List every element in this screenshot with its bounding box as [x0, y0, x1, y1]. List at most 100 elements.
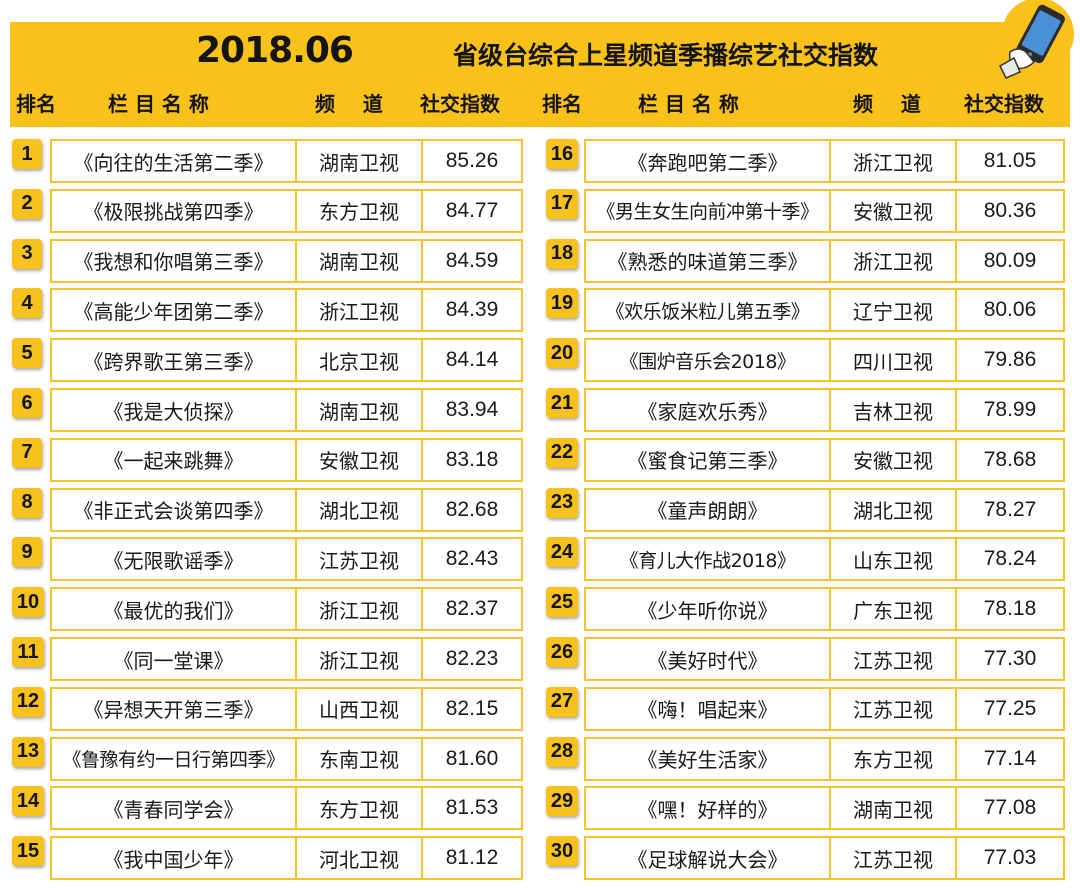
score-cell: 84.77 [421, 188, 523, 233]
score-cell: 82.37 [421, 587, 523, 632]
channel-cell: 安徽卫视 [829, 188, 957, 233]
rank-badge: 6 [12, 388, 42, 418]
rank-badge: 14 [12, 786, 44, 817]
rank-badge: 2 [12, 188, 42, 219]
score-cell: 84.39 [421, 288, 523, 333]
rank-badge: 5 [12, 338, 42, 369]
table-row: 19 《欢乐饭米粒儿第五季》 辽宁卫视 80.06 [0, 288, 1080, 338]
program-name-cell: 《熟悉的味道第三季》 [584, 238, 831, 283]
program-name-cell: 《向往的生活第二季》 [50, 139, 297, 183]
channel-cell: 江苏卫视 [829, 836, 957, 881]
score-cell: 79.86 [955, 338, 1065, 383]
channel-cell: 湖南卫视 [829, 786, 957, 831]
rank-badge: 25 [546, 587, 578, 618]
rank-badge: 24 [546, 537, 578, 568]
table-row: 17 《男生女生向前冲第十季》 安徽卫视 80.36 [0, 188, 1080, 239]
program-name-cell: 《围炉音乐会2018》 [584, 338, 831, 383]
program-name-cell: 《无限歌谣季》 [50, 537, 297, 582]
program-name-cell: 《足球解说大会》 [584, 836, 831, 881]
score-cell: 81.12 [421, 836, 523, 881]
program-name-cell: 《奔跑吧第二季》 [584, 139, 831, 183]
table-row: 21 《家庭欢乐秀》 吉林卫视 78.99 [0, 388, 1080, 438]
table-row: 23 《童声朗朗》 湖北卫视 78.27 [0, 487, 1080, 538]
rank-badge: 7 [12, 437, 42, 468]
channel-cell: 四川卫视 [829, 338, 957, 383]
report-date: 2018.06 [196, 30, 354, 71]
program-name-cell: 《一起来跳舞》 [50, 437, 297, 482]
col-header-program-right: 栏 目 名 称 [638, 92, 739, 116]
table-row: 24 《育儿大作战2018》 山东卫视 78.24 [0, 537, 1080, 587]
channel-cell: 东方卫视 [295, 786, 423, 831]
rank-badge: 20 [546, 338, 578, 369]
rank-badge: 12 [12, 686, 44, 717]
col-header-channel-right: 频 道 [853, 92, 921, 116]
program-name-cell: 《我是大侦探》 [50, 388, 297, 432]
program-name-cell: 《嗨！唱起来》 [584, 686, 831, 731]
score-cell: 78.27 [955, 487, 1065, 532]
score-cell: 78.68 [955, 437, 1065, 482]
table-row: 25 《少年听你说》 广东卫视 78.18 [0, 587, 1080, 637]
program-name-cell: 《男生女生向前冲第十季》 [584, 188, 831, 233]
rank-badge: 16 [546, 139, 578, 169]
score-cell: 82.23 [421, 637, 523, 681]
rank-badge: 15 [12, 836, 44, 867]
channel-cell: 湖南卫视 [295, 238, 423, 283]
table-row: 16 《奔跑吧第二季》 浙江卫视 81.05 [0, 139, 1080, 189]
score-cell: 77.03 [955, 836, 1065, 881]
program-name-cell: 《蜜食记第三季》 [584, 437, 831, 482]
channel-cell: 辽宁卫视 [829, 288, 957, 333]
score-cell: 81.05 [955, 139, 1065, 183]
table-row: 27 《嗨！唱起来》 江苏卫视 77.25 [0, 686, 1080, 737]
rank-badge: 30 [546, 836, 578, 867]
channel-cell: 浙江卫视 [295, 587, 423, 632]
score-cell: 78.24 [955, 537, 1065, 582]
channel-cell: 广东卫视 [829, 587, 957, 632]
phone-hand-icon [990, 0, 1078, 80]
score-cell: 83.18 [421, 437, 523, 482]
table-row: 22 《蜜食记第三季》 安徽卫视 78.68 [0, 437, 1080, 488]
channel-cell: 湖南卫视 [295, 388, 423, 432]
rank-badge: 9 [12, 537, 42, 568]
table-row: 1 《向往的生活第二季》 湖南卫视 85.26 [0, 139, 1080, 189]
channel-cell: 河北卫视 [295, 836, 423, 881]
table-row: 30 《足球解说大会》 江苏卫视 77.03 [0, 836, 1080, 886]
table-row: 28 《美好生活家》 东方卫视 77.14 [0, 736, 1080, 787]
rank-badge: 13 [12, 736, 44, 767]
channel-cell: 湖北卫视 [829, 487, 957, 532]
table-row: 20 《围炉音乐会2018》 四川卫视 79.86 [0, 338, 1080, 388]
rank-badge: 1 [12, 139, 42, 169]
score-cell: 78.99 [955, 388, 1065, 432]
score-cell: 83.94 [421, 388, 523, 432]
rank-badge: 3 [12, 238, 42, 269]
score-cell: 77.08 [955, 786, 1065, 831]
score-cell: 82.68 [421, 487, 523, 532]
program-name-cell: 《鲁豫有约一日行第四季》 [50, 736, 297, 781]
channel-cell: 浙江卫视 [295, 637, 423, 681]
score-cell: 78.18 [955, 587, 1065, 632]
table-row: 4 《高能少年团第二季》 浙江卫视 84.39 [0, 288, 1080, 338]
rank-badge: 17 [546, 188, 578, 219]
program-name-cell: 《少年听你说》 [584, 587, 831, 632]
program-name-cell: 《非正式会谈第四季》 [50, 487, 297, 532]
channel-cell: 安徽卫视 [295, 437, 423, 482]
program-name-cell: 《同一堂课》 [50, 637, 297, 681]
score-cell: 80.06 [955, 288, 1065, 333]
rank-badge: 10 [12, 587, 44, 618]
program-name-cell: 《最优的我们》 [50, 587, 297, 632]
channel-cell: 江苏卫视 [829, 637, 957, 681]
program-name-cell: 《欢乐饭米粒儿第五季》 [584, 288, 831, 333]
table-row: 9 《无限歌谣季》 江苏卫视 82.43 [0, 537, 1080, 587]
rank-badge: 11 [12, 637, 44, 667]
program-name-cell: 《异想天开第三季》 [50, 686, 297, 731]
rank-badge: 22 [546, 437, 578, 468]
col-header-rank-left: 排名 [16, 92, 56, 116]
col-header-rank-right: 排名 [542, 92, 582, 116]
col-header-program-left: 栏 目 名 称 [108, 92, 209, 116]
table-row: 15 《我中国少年》 河北卫视 81.12 [0, 836, 1080, 886]
score-cell: 77.30 [955, 637, 1065, 681]
rank-badge: 28 [546, 736, 578, 767]
table-row: 13 《鲁豫有约一日行第四季》 东南卫视 81.60 [0, 736, 1080, 787]
rank-badge: 21 [546, 388, 578, 418]
table-row: 8 《非正式会谈第四季》 湖北卫视 82.68 [0, 487, 1080, 538]
table-row: 10 《最优的我们》 浙江卫视 82.37 [0, 587, 1080, 637]
